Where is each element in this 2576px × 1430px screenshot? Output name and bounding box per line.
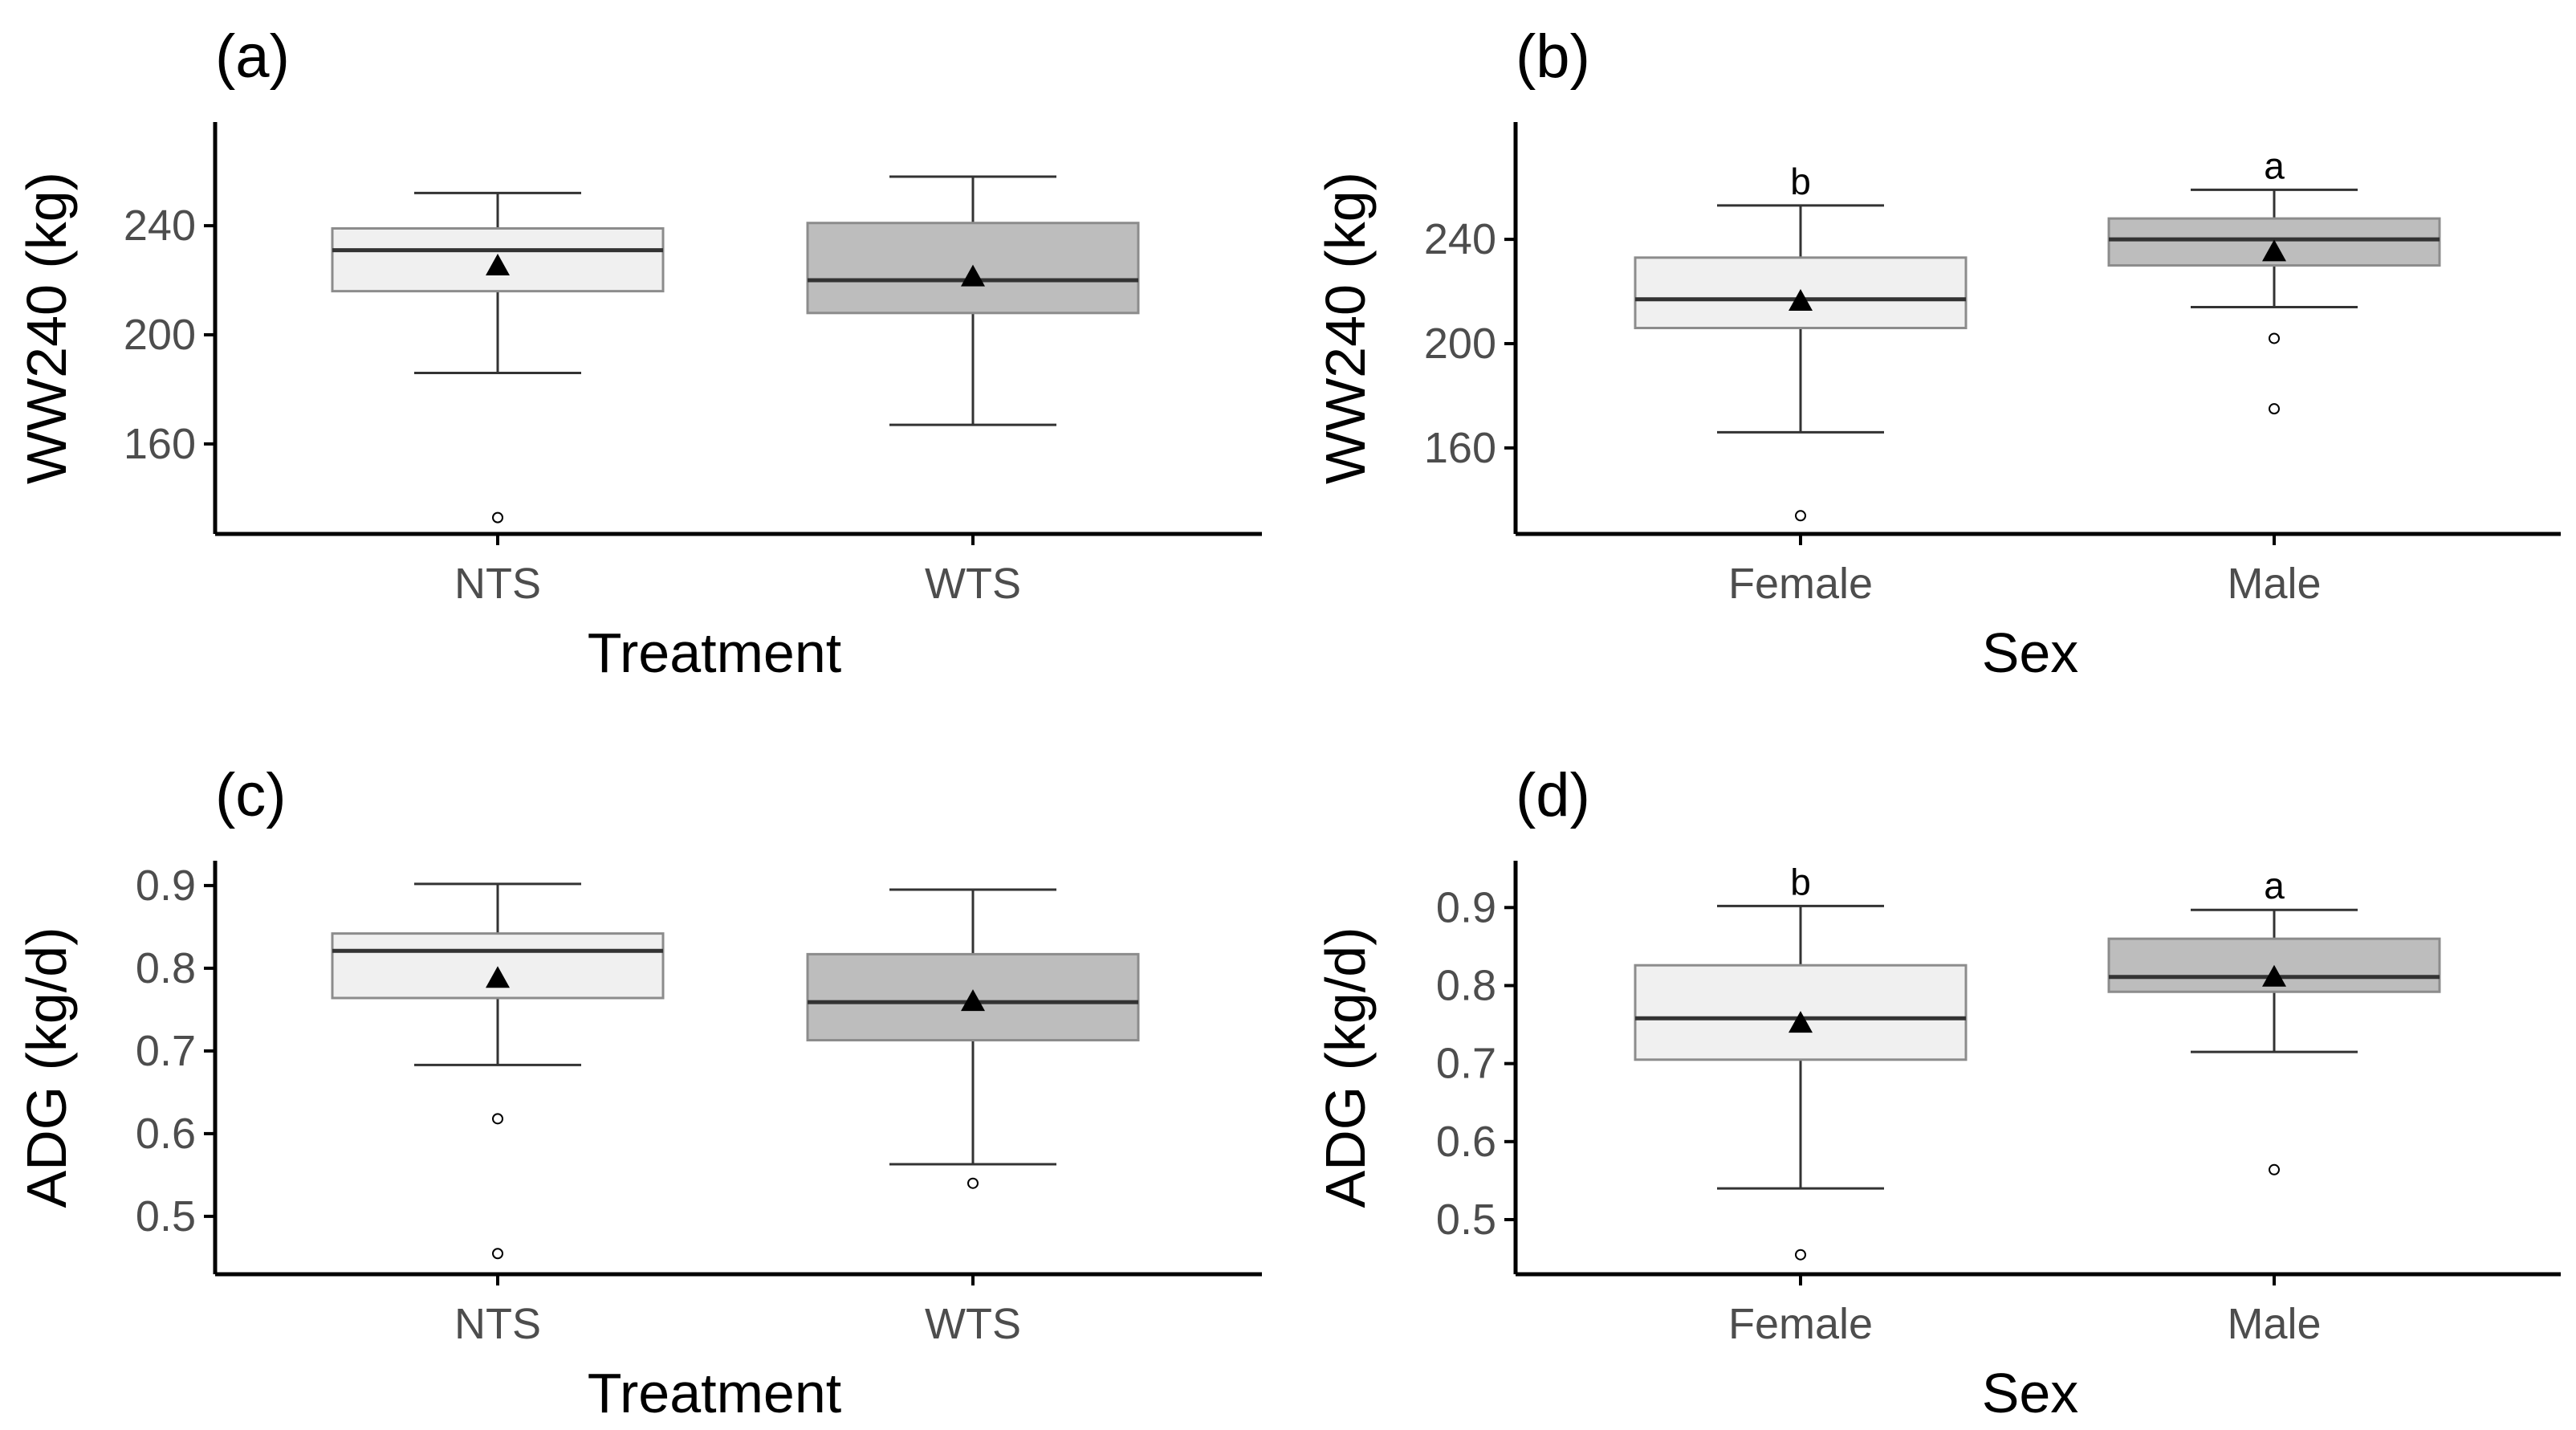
outlier-point xyxy=(2269,403,2280,415)
mean-marker xyxy=(486,966,510,988)
y-tick-label: 240 xyxy=(1424,215,1496,263)
x-axis-title: Sex xyxy=(1982,621,2079,684)
y-tick-label: 160 xyxy=(1424,424,1496,472)
y-tick-label: 200 xyxy=(124,311,196,359)
panel-tag: (a) xyxy=(215,22,290,91)
outlier-point xyxy=(1795,1249,1806,1261)
mean-marker xyxy=(961,264,985,287)
box-female: b xyxy=(1634,161,1968,522)
chart-panel-a: (a) 160 200 240 NTS WTS Treatment WW240 (kg) xyxy=(15,22,1262,684)
box-wts xyxy=(806,888,1140,1189)
mean-marker xyxy=(486,254,510,276)
box-nts xyxy=(331,882,665,1260)
y-axis-title: WW240 (kg) xyxy=(15,172,78,484)
panel-tag: (c) xyxy=(215,761,287,829)
x-tick-label: Female xyxy=(1728,560,1873,608)
x-tick-label: Male xyxy=(2227,1300,2321,1348)
x-axis-title: Sex xyxy=(1982,1362,2079,1424)
box-wts xyxy=(806,175,1140,426)
mean-marker xyxy=(2262,964,2286,987)
outlier-point xyxy=(492,1113,503,1125)
chart-panel-c: (c) 0.5 0.6 0.7 0.8 0.9 NTS WTS Treatment ADG (kg… xyxy=(15,761,1262,1424)
mean-marker xyxy=(2262,239,2286,262)
y-tick-label: 0.7 xyxy=(1436,1040,1496,1088)
x-axis-title: Treatment xyxy=(588,1362,841,1424)
outlier-point xyxy=(1795,510,1806,522)
y-tick-label: 0.7 xyxy=(136,1027,196,1075)
chart-panel-d: (d) 0.5 0.6 0.7 0.8 0.9 Female Male Sex ADG (kg/d… xyxy=(1314,761,2561,1424)
y-tick-label: 240 xyxy=(124,202,196,250)
x-tick-label: Female xyxy=(1728,1300,1873,1348)
x-tick-label: NTS xyxy=(454,1300,541,1348)
y-tick-label: 0.8 xyxy=(1436,961,1496,1009)
y-tick-label: 0.9 xyxy=(136,862,196,910)
x-tick-label: NTS xyxy=(454,560,541,608)
y-axis-title: ADG (kg/d) xyxy=(1314,927,1377,1208)
panel-tag: (d) xyxy=(1516,761,1590,829)
y-tick-label: 160 xyxy=(124,420,196,468)
outlier-point xyxy=(492,511,503,524)
y-tick-label: 0.5 xyxy=(1436,1196,1496,1244)
y-tick-label: 200 xyxy=(1424,320,1496,368)
mean-marker xyxy=(961,989,985,1012)
outlier-point xyxy=(2269,332,2280,344)
y-tick-label: 0.9 xyxy=(1436,883,1496,931)
x-tick-label: Male xyxy=(2227,560,2321,608)
x-tick-label: WTS xyxy=(925,1300,1021,1348)
y-tick-label: 0.6 xyxy=(1436,1118,1496,1166)
y-axis-title: WW240 (kg) xyxy=(1314,172,1377,484)
box-female: b xyxy=(1634,861,1968,1261)
significance-letter: b xyxy=(1790,861,1811,902)
chart-panel-b: (b) 160 200 240 Female Male Sex WW240 (kg) b a xyxy=(1314,22,2561,684)
mean-marker xyxy=(1789,1011,1813,1033)
mean-marker xyxy=(1789,289,1813,312)
y-tick-label: 0.5 xyxy=(136,1192,196,1241)
outlier-point xyxy=(967,1177,979,1189)
y-tick-label: 0.6 xyxy=(136,1110,196,1158)
y-axis-title: ADG (kg/d) xyxy=(15,927,78,1208)
significance-letter: a xyxy=(2264,865,2285,906)
outlier-point xyxy=(2269,1163,2280,1175)
box-nts xyxy=(331,191,665,524)
significance-letter: b xyxy=(1790,161,1811,202)
y-tick-label: 0.8 xyxy=(136,944,196,992)
box-male: a xyxy=(2107,865,2441,1175)
significance-letter: a xyxy=(2264,145,2285,186)
x-axis-title: Treatment xyxy=(588,621,841,684)
x-tick-label: WTS xyxy=(925,560,1021,608)
panel-tag: (b) xyxy=(1516,22,1590,91)
outlier-point xyxy=(492,1248,503,1260)
box-male: a xyxy=(2107,145,2441,415)
iqr-box xyxy=(331,932,665,1000)
